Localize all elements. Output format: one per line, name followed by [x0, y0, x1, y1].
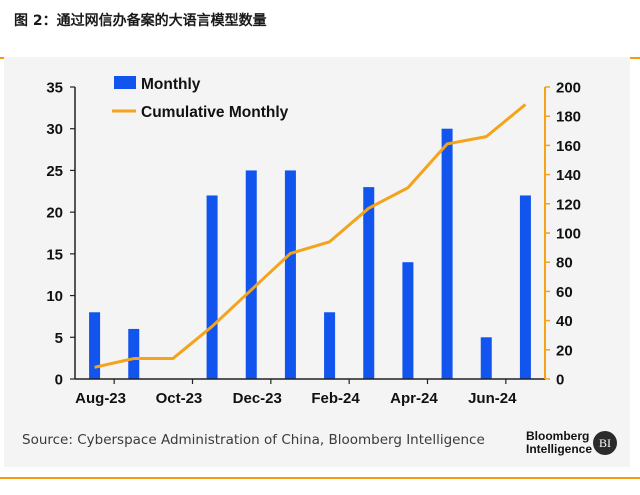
bar-apr-24 — [402, 262, 414, 379]
legend-monthly-swatch — [114, 76, 136, 89]
right-tick-label-120: 120 — [556, 196, 581, 213]
right-tick-label-100: 100 — [556, 226, 581, 243]
left-tick-label-15: 15 — [46, 246, 63, 263]
left-tick-label-35: 35 — [46, 80, 63, 97]
chart-panel: 0 5 10 15 20 25 30 35 0 20 40 60 80 100 120 140 160 180 20… — [4, 57, 630, 467]
bi-badge-icon: BI — [593, 431, 617, 455]
x-tick-label-feb-24: Feb-24 — [311, 390, 360, 407]
x-tick-label-aug-23: Aug-23 — [75, 390, 126, 407]
logo-line-1: Bloomberg — [526, 429, 590, 443]
right-tick-label-60: 60 — [556, 284, 573, 301]
bar-sep-23 — [128, 328, 140, 379]
right-tick-label-20: 20 — [556, 342, 573, 359]
left-tick-label-5: 5 — [55, 330, 63, 347]
bar-jun-24 — [480, 337, 492, 379]
right-tick-label-160: 160 — [556, 138, 581, 155]
right-tick-label-80: 80 — [556, 255, 573, 272]
bar-nov-23 — [206, 195, 218, 379]
bloomberg-intelligence-logo: Bloomberg Intelligence — [526, 430, 592, 456]
legend-monthly-label: Monthly — [141, 76, 201, 93]
logo-line-2: Intelligence — [526, 442, 593, 456]
x-tick-label-oct-23: Oct-23 — [156, 390, 203, 407]
left-tick-label-30: 30 — [46, 121, 63, 138]
left-tick-label-20: 20 — [46, 205, 63, 222]
bar-aug-23 — [89, 312, 101, 379]
right-tick-label-40: 40 — [556, 313, 573, 330]
bar-may-24 — [441, 128, 453, 379]
right-tick-label-200: 200 — [556, 80, 581, 97]
bar-dec-23 — [245, 170, 257, 379]
left-tick-label-10: 10 — [46, 288, 63, 305]
right-tick-label-140: 140 — [556, 167, 581, 184]
cumulative-line — [94, 103, 527, 369]
bar-jul-24 — [519, 195, 531, 379]
combo-chart: 0 5 10 15 20 25 30 35 0 20 40 60 80 100 120 140 160 180 20… — [46, 76, 581, 407]
bar-mar-24 — [363, 187, 375, 379]
bar-feb-24 — [324, 312, 336, 379]
right-tick-label-180: 180 — [556, 109, 581, 126]
figure-title: 图 2：通过网信办备案的大语言模型数量 — [14, 13, 267, 29]
bottom-accent-rule — [0, 477, 640, 479]
left-tick-label-25: 25 — [46, 163, 63, 180]
bar-jan-24 — [284, 170, 296, 379]
left-tick-label-0: 0 — [55, 372, 63, 389]
x-tick-label-dec-23: Dec-23 — [233, 390, 282, 407]
x-tick-label-jun-24: Jun-24 — [468, 390, 517, 407]
x-tick-label-apr-24: Apr-24 — [390, 390, 438, 407]
source-note: Source: Cyberspace Administration of Chi… — [22, 432, 485, 448]
right-tick-label-0: 0 — [556, 372, 564, 389]
legend-cumulative-label: Cumulative Monthly — [141, 104, 289, 121]
